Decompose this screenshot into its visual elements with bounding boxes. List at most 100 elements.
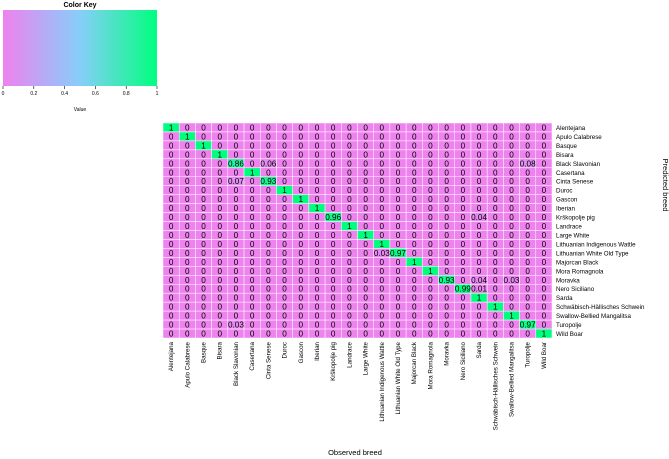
cell-value-label: 0 bbox=[493, 276, 498, 285]
cell-value-label: 0 bbox=[477, 258, 482, 267]
cell-value-label: 0 bbox=[331, 240, 336, 249]
cell-value-label: 0 bbox=[298, 249, 303, 258]
cell-value-label: 0 bbox=[509, 195, 514, 204]
cell-value-label: 0 bbox=[298, 294, 303, 303]
cell-value-label: 0 bbox=[234, 150, 239, 159]
cell-value-label: 0 bbox=[250, 132, 255, 141]
cell-value-label: 0 bbox=[525, 249, 530, 258]
row-label: Landrace bbox=[556, 224, 582, 231]
cell-value-label: 0 bbox=[396, 123, 401, 132]
cell-value-label: 0 bbox=[185, 213, 190, 222]
cell-value-label: 0 bbox=[298, 267, 303, 276]
cell-value-label: 0 bbox=[347, 258, 352, 267]
cell-value-label: 0 bbox=[266, 132, 271, 141]
cell-value-label: 0 bbox=[169, 294, 174, 303]
column-label: Krškopolje pig bbox=[330, 341, 337, 380]
cell-value-label: 0 bbox=[282, 231, 287, 240]
cell-value-label: 0 bbox=[412, 312, 417, 321]
cell-value-label: 0 bbox=[250, 195, 255, 204]
cell-value-label: 0 bbox=[298, 159, 303, 168]
cell-value-label: 0 bbox=[282, 150, 287, 159]
cell-value-label: 0 bbox=[396, 177, 401, 186]
cell-value-label: 0 bbox=[509, 150, 514, 159]
cell-value-label: 0 bbox=[347, 195, 352, 204]
cell-value-label: 0 bbox=[315, 123, 320, 132]
cell-value-label: 0 bbox=[493, 141, 498, 150]
cell-value-label: 0 bbox=[428, 240, 433, 249]
cell-value-label: 0 bbox=[331, 222, 336, 231]
cell-value-label: 0 bbox=[234, 204, 239, 213]
cell-value-label: 0 bbox=[380, 204, 385, 213]
cell-value-label: 0 bbox=[428, 285, 433, 294]
cell-value-label: 0 bbox=[217, 312, 222, 321]
cell-value-label: 0 bbox=[185, 231, 190, 240]
cell-value-label: 0 bbox=[444, 150, 449, 159]
color-key-tick-label: 0 bbox=[2, 91, 5, 97]
cell-value-label: 0 bbox=[428, 123, 433, 132]
cell-value-label: 0 bbox=[493, 204, 498, 213]
cell-value-label: 0 bbox=[266, 204, 271, 213]
cell-value-label: 0 bbox=[298, 222, 303, 231]
cell-value-label: 0 bbox=[234, 213, 239, 222]
cell-value-label: 0 bbox=[428, 222, 433, 231]
cell-value-label: 0 bbox=[412, 213, 417, 222]
cell-value-label: 0 bbox=[461, 123, 466, 132]
cell-value-label: 0 bbox=[461, 231, 466, 240]
cell-value-label: 0 bbox=[525, 285, 530, 294]
cell-value-label: 0 bbox=[380, 303, 385, 312]
cell-value-label: 0 bbox=[185, 141, 190, 150]
cell-value-label: 0 bbox=[444, 321, 449, 330]
cell-value-label: 0 bbox=[509, 249, 514, 258]
cell-value-label: 0 bbox=[477, 303, 482, 312]
cell-value-label: 0 bbox=[331, 312, 336, 321]
cell-value-label: 0 bbox=[477, 312, 482, 321]
cell-value-label: 0 bbox=[477, 222, 482, 231]
cell-value-label: 0 bbox=[477, 132, 482, 141]
cell-value-label: 0 bbox=[542, 177, 547, 186]
cell-value-label: 0 bbox=[315, 186, 320, 195]
cell-value-label: 0 bbox=[298, 312, 303, 321]
cell-value-label: 0 bbox=[493, 222, 498, 231]
cell-value-label: 0 bbox=[315, 276, 320, 285]
cell-value-label: 0 bbox=[493, 312, 498, 321]
color-key: Color Key 0 0.2 0.4 0.6 0.8 1 Value bbox=[2, 2, 159, 113]
cell-value-label: 0 bbox=[444, 303, 449, 312]
cell-value-label: 0 bbox=[331, 132, 336, 141]
cell-value-label: 0 bbox=[250, 285, 255, 294]
cell-value-label: 0 bbox=[185, 249, 190, 258]
cell-value-label: 0 bbox=[477, 177, 482, 186]
cell-value-label: 0 bbox=[298, 330, 303, 339]
cell-value-label: 0 bbox=[412, 204, 417, 213]
cell-value-label: 0 bbox=[185, 258, 190, 267]
column-label: Schwäbisch-Hällisches Schwein bbox=[492, 341, 499, 430]
cell-value-label: 0 bbox=[347, 231, 352, 240]
cell-value-label: 0 bbox=[266, 330, 271, 339]
cell-value-label: 0 bbox=[444, 249, 449, 258]
column-label: Majorcan Black bbox=[411, 341, 418, 384]
cell-value-label: 0 bbox=[444, 294, 449, 303]
cell-value-label: 0 bbox=[315, 168, 320, 177]
cell-value-label: 0 bbox=[509, 168, 514, 177]
cell-value-label: 0 bbox=[412, 150, 417, 159]
column-label: Duroc bbox=[282, 342, 289, 359]
cell-value-label: 0 bbox=[201, 150, 206, 159]
cell-value-label: 0 bbox=[169, 258, 174, 267]
cell-value-label: 1 bbox=[169, 123, 174, 132]
cell-value-label: 0 bbox=[396, 321, 401, 330]
cell-value-label: 0 bbox=[201, 249, 206, 258]
cell-value-label: 0 bbox=[428, 168, 433, 177]
cell-value-label: 0 bbox=[525, 267, 530, 276]
cell-value-label: 0 bbox=[250, 159, 255, 168]
cell-value-label: 0 bbox=[201, 312, 206, 321]
heatmap-cell-labels: 1 0 0 0 0 0 0 0 0 0 0 0 0 0 0 0 0 0 0 0 0 0 0 00 1 0 0 0 0 0 0 0 0 0 0 0 0 0 0… bbox=[169, 123, 547, 338]
cell-value-label: 0 bbox=[347, 312, 352, 321]
cell-value-label: 0 bbox=[315, 312, 320, 321]
cell-value-label: 0 bbox=[201, 123, 206, 132]
cell-value-label: 0 bbox=[185, 168, 190, 177]
cell-value-label: 0 bbox=[444, 213, 449, 222]
cell-value-label: 0 bbox=[250, 330, 255, 339]
cell-value-label: 0 bbox=[185, 159, 190, 168]
cell-value-label: 0 bbox=[380, 177, 385, 186]
cell-value-label: 0 bbox=[347, 150, 352, 159]
row-label: Basque bbox=[556, 143, 578, 150]
